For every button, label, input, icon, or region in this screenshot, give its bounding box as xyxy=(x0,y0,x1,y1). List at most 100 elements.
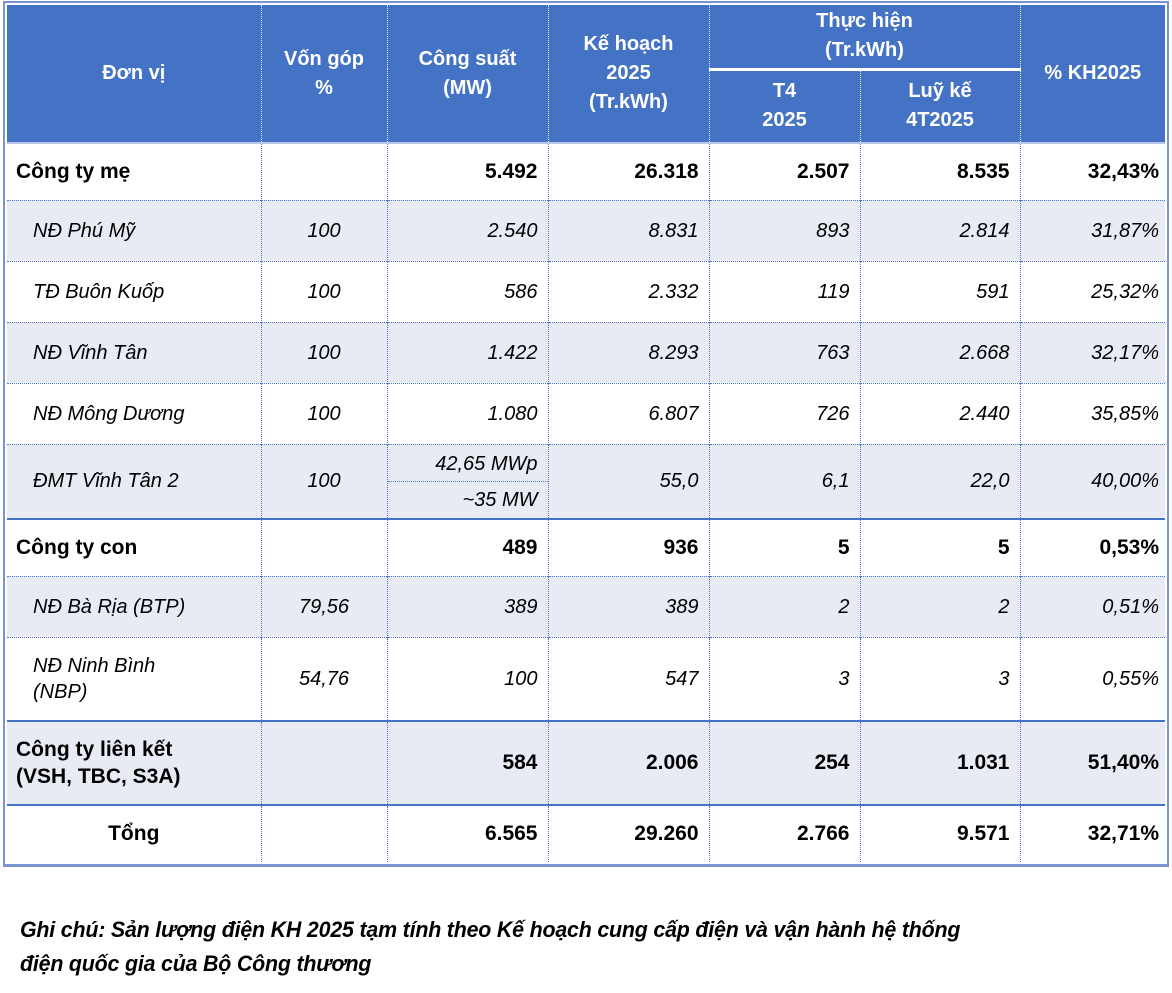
table-row: TĐ Buôn Kuốp 100 586 2.332 119 591 25,32% xyxy=(7,260,1165,322)
unit-cell: Công ty mẹ xyxy=(7,142,261,200)
footnote: Ghi chú: Sản lượng điện KH 2025 tạm tính… xyxy=(20,917,961,976)
table-row: Tổng 6.565 29.260 2.766 9.571 32,71% xyxy=(7,804,1165,862)
pct-kh2025-cell: 0,53% xyxy=(1019,518,1165,576)
table-row: ĐMT Vĩnh Tân 2 100 42,65 MWp ~35 MW 55,0 6,1 2… xyxy=(7,443,1165,519)
capital-pct-cell xyxy=(260,142,387,200)
capital-pct-cell: 100 xyxy=(260,443,387,519)
actual-t4-cell: 119 xyxy=(708,260,860,322)
unit-cell: NĐ Phú Mỹ xyxy=(7,199,261,261)
capacity-cell: 1.080 xyxy=(386,382,548,444)
header-actual-t4: T4 2025 xyxy=(708,69,860,143)
capital-pct-cell: 79,56 xyxy=(260,575,387,637)
actual-cumulative-cell: 1.031 xyxy=(859,720,1020,805)
actual-cumulative-cell: 2.440 xyxy=(859,382,1020,444)
unit-cell: NĐ Ninh Bình (NBP) xyxy=(7,636,261,721)
unit-cell: Công ty con xyxy=(7,518,261,576)
pct-kh2025-cell: 51,40% xyxy=(1019,720,1165,805)
header-plan-2025: Kế hoạch 2025 (Tr.kWh) xyxy=(547,5,709,143)
plan-2025-cell: 8.831 xyxy=(547,199,709,261)
pct-kh2025-cell: 0,55% xyxy=(1019,636,1165,721)
actual-t4-cell: 2 xyxy=(708,575,860,637)
plan-2025-cell: 29.260 xyxy=(547,804,709,862)
actual-t4-cell: 6,1 xyxy=(708,443,860,519)
actual-cumulative-cell: 22,0 xyxy=(859,443,1020,519)
table-row: Công ty mẹ 5.492 26.318 2.507 8.535 32,43% xyxy=(7,142,1165,200)
capital-pct-cell xyxy=(260,804,387,862)
header-capital-pct: Vốn góp % xyxy=(260,5,387,143)
capacity-line: 42,65 MWp xyxy=(387,446,548,482)
unit-cell: TĐ Buôn Kuốp xyxy=(7,260,261,322)
actual-cumulative-cell: 2.668 xyxy=(859,321,1020,383)
capacity-cell: 1.422 xyxy=(386,321,548,383)
unit-cell: NĐ Mông Dương xyxy=(7,382,261,444)
table-row: NĐ Bà Rịa (BTP) 79,56 389 389 2 2 0,51% xyxy=(7,575,1165,637)
actual-cumulative-cell: 9.571 xyxy=(859,804,1020,862)
capacity-line: ~35 MW xyxy=(462,488,538,511)
header-actual-cumulative: Luỹ kế 4T2025 xyxy=(859,69,1020,143)
pct-kh2025-cell: 32,71% xyxy=(1019,804,1165,862)
header-capacity: Công suất (MW) xyxy=(386,5,548,143)
capacity-cell: 2.540 xyxy=(386,199,548,261)
pct-kh2025-cell: 31,87% xyxy=(1019,199,1165,261)
capacity-cell: 100 xyxy=(386,636,548,721)
actual-t4-cell: 893 xyxy=(708,199,860,261)
actual-t4-cell: 254 xyxy=(708,720,860,805)
power-output-table: Đơn vị Vốn góp % Công suất (MW) Kế hoạch… xyxy=(7,5,1165,862)
pct-kh2025-cell: 32,43% xyxy=(1019,142,1165,200)
actual-cumulative-cell: 8.535 xyxy=(859,142,1020,200)
pct-kh2025-cell: 0,51% xyxy=(1019,575,1165,637)
table-row: NĐ Ninh Bình (NBP) 54,76 100 547 3 3 0,55% xyxy=(7,636,1165,721)
table-row: Công ty liên kết (VSH, TBC, S3A) 584 2.006… xyxy=(7,720,1165,805)
capital-pct-cell: 100 xyxy=(260,321,387,383)
actual-t4-cell: 763 xyxy=(708,321,860,383)
summary-table: Đơn vị Vốn góp % Công suất (MW) Kế hoạch… xyxy=(3,1,1169,867)
pct-kh2025-cell: 35,85% xyxy=(1019,382,1165,444)
unit-cell: Công ty liên kết (VSH, TBC, S3A) xyxy=(7,720,261,805)
plan-2025-cell: 55,0 xyxy=(547,443,709,519)
plan-2025-cell: 2.006 xyxy=(547,720,709,805)
plan-2025-cell: 6.807 xyxy=(547,382,709,444)
actual-cumulative-cell: 2 xyxy=(859,575,1020,637)
plan-2025-cell: 26.318 xyxy=(547,142,709,200)
capital-pct-cell: 100 xyxy=(260,382,387,444)
capacity-cell: 489 xyxy=(386,518,548,576)
capital-pct-cell: 100 xyxy=(260,199,387,261)
pct-kh2025-cell: 40,00% xyxy=(1019,443,1165,519)
capacity-cell: 389 xyxy=(386,575,548,637)
actual-t4-cell: 2.507 xyxy=(708,142,860,200)
capital-pct-cell: 100 xyxy=(260,260,387,322)
unit-cell: NĐ Vĩnh Tân xyxy=(7,321,261,383)
table-row: NĐ Mông Dương 100 1.080 6.807 726 2.440 35,85% xyxy=(7,382,1165,444)
capital-pct-cell: 54,76 xyxy=(260,636,387,721)
capacity-cell: 42,65 MWp ~35 MW xyxy=(386,443,548,519)
capital-pct-cell xyxy=(260,518,387,576)
capacity-cell: 5.492 xyxy=(386,142,548,200)
capacity-cell: 586 xyxy=(386,260,548,322)
actual-cumulative-cell: 2.814 xyxy=(859,199,1020,261)
capital-pct-cell xyxy=(260,720,387,805)
header-pct-kh2025: % KH2025 xyxy=(1019,5,1165,143)
actual-cumulative-cell: 591 xyxy=(859,260,1020,322)
pct-kh2025-cell: 32,17% xyxy=(1019,321,1165,383)
unit-cell: Tổng xyxy=(7,804,261,862)
capacity-cell: 6.565 xyxy=(386,804,548,862)
actual-t4-cell: 726 xyxy=(708,382,860,444)
capacity-cell: 584 xyxy=(386,720,548,805)
actual-t4-cell: 3 xyxy=(708,636,860,721)
header-actual-group: Thực hiện (Tr.kWh) xyxy=(708,5,1020,71)
pct-kh2025-cell: 25,32% xyxy=(1019,260,1165,322)
plan-2025-cell: 2.332 xyxy=(547,260,709,322)
actual-cumulative-cell: 5 xyxy=(859,518,1020,576)
plan-2025-cell: 547 xyxy=(547,636,709,721)
table-row: NĐ Vĩnh Tân 100 1.422 8.293 763 2.668 32,17% xyxy=(7,321,1165,383)
table-row: NĐ Phú Mỹ 100 2.540 8.831 893 2.814 31,87% xyxy=(7,199,1165,261)
table-row: Công ty con 489 936 5 5 0,53% xyxy=(7,518,1165,576)
plan-2025-cell: 936 xyxy=(547,518,709,576)
table-header: Đơn vị Vốn góp % Công suất (MW) Kế hoạch… xyxy=(7,5,1165,143)
actual-t4-cell: 2.766 xyxy=(708,804,860,862)
unit-cell: NĐ Bà Rịa (BTP) xyxy=(7,575,261,637)
actual-t4-cell: 5 xyxy=(708,518,860,576)
actual-cumulative-cell: 3 xyxy=(859,636,1020,721)
plan-2025-cell: 389 xyxy=(547,575,709,637)
plan-2025-cell: 8.293 xyxy=(547,321,709,383)
